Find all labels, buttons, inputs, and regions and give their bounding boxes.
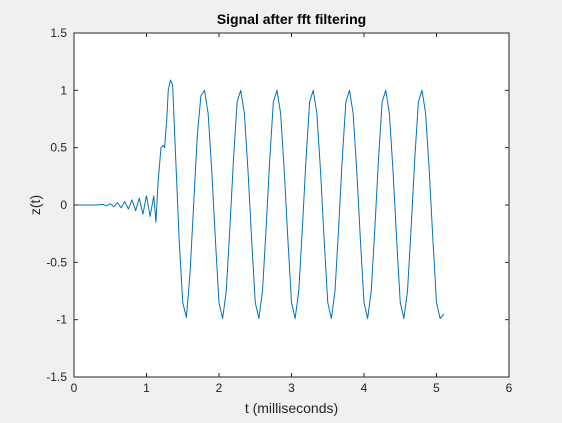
plot-area (74, 33, 509, 377)
y-axis-ticks: -1.5 -1 -0.5 0 0.5 1 1.5 (46, 26, 509, 384)
x-tick-label: 4 (361, 381, 368, 395)
y-tick-label: 0.5 (50, 141, 67, 155)
series-line-0 (74, 79, 445, 320)
x-tick-label: 1 (143, 381, 150, 395)
y-tick-label: 0 (60, 198, 67, 212)
x-tick-label: 6 (506, 381, 513, 395)
y-axis-label: z(t) (27, 195, 43, 215)
y-tick-label: 1 (60, 83, 67, 97)
y-tick-label: -1 (56, 313, 67, 327)
x-axis-label: t (milliseconds) (245, 400, 338, 416)
y-tick-label: 1.5 (50, 26, 67, 40)
x-tick-label: 0 (71, 381, 78, 395)
x-tick-label: 5 (433, 381, 440, 395)
y-tick-label: -1.5 (46, 370, 67, 384)
x-tick-label: 2 (216, 381, 223, 395)
y-tick-label: -0.5 (46, 255, 67, 269)
chart-title: Signal after fft filtering (217, 11, 366, 27)
x-tick-label: 3 (288, 381, 295, 395)
x-axis-ticks: 0 1 2 3 4 5 6 (71, 33, 513, 395)
series-layer (74, 79, 445, 320)
